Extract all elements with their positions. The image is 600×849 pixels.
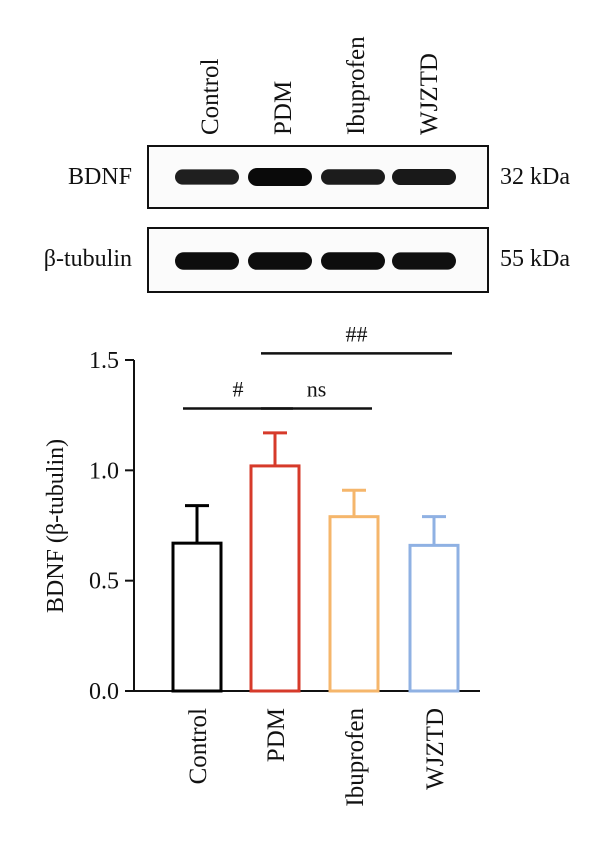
blot-band bbox=[248, 252, 312, 270]
blot-band bbox=[392, 169, 456, 185]
x-tick-label: PDM bbox=[263, 708, 290, 762]
blot-band bbox=[175, 169, 239, 185]
y-tick-label: 1.5 bbox=[89, 348, 119, 374]
x-tick-labels: Control PDM Ibuprofen WJZTD bbox=[185, 708, 449, 807]
blot-row-size: 55 kDa bbox=[500, 246, 570, 272]
blot-lane-label: Ibuprofen bbox=[343, 36, 370, 135]
blot-row-bdnf: BDNF 32 kDa bbox=[68, 145, 570, 209]
blot-row-label: BDNF bbox=[68, 164, 132, 190]
significance-label: # bbox=[233, 377, 244, 402]
blot-band-group bbox=[175, 168, 456, 186]
blot-row-tubulin: β-tubulin 55 kDa bbox=[44, 227, 570, 293]
significance-brackets: # ns ## bbox=[183, 321, 452, 410]
bars bbox=[171, 464, 460, 693]
bar-ibuprofen bbox=[328, 515, 380, 693]
bar-wjztd bbox=[408, 543, 460, 693]
blot-band bbox=[321, 169, 385, 185]
x-tick-label: WJZTD bbox=[422, 708, 449, 790]
y-tick-label: 1.0 bbox=[89, 458, 119, 484]
blot-band bbox=[175, 252, 239, 270]
bar-pdm bbox=[249, 464, 301, 693]
significance-label: ## bbox=[346, 321, 368, 346]
error-bars bbox=[185, 431, 446, 546]
blot-band bbox=[248, 168, 312, 186]
y-tick-label: 0.0 bbox=[89, 679, 119, 705]
bar-control bbox=[171, 541, 223, 693]
blot-lane-label: PDM bbox=[270, 81, 297, 135]
blot-band-group bbox=[175, 252, 456, 270]
blot-band bbox=[392, 252, 456, 270]
blot-band bbox=[321, 252, 385, 270]
y-ticks: 0.0 0.5 1.0 1.5 bbox=[89, 348, 134, 705]
blot-row-label: β-tubulin bbox=[44, 246, 132, 272]
x-tick-label: Ibuprofen bbox=[342, 708, 369, 807]
x-tick-label: Control bbox=[185, 708, 212, 784]
y-axis-label: BDNF (β-tubulin) bbox=[43, 439, 69, 613]
bar-chart: BDNF (β-tubulin) 0.0 0.5 1.0 1.5 # ns ## Cont… bbox=[43, 321, 480, 807]
blot-row-size: 32 kDa bbox=[500, 164, 570, 190]
blot-lane-label: WJZTD bbox=[416, 53, 443, 135]
significance-label: ns bbox=[307, 377, 327, 402]
y-tick-label: 0.5 bbox=[89, 569, 119, 595]
blot-lane-headers: Control PDM Ibuprofen WJZTD bbox=[197, 36, 443, 135]
blot-lane-label: Control bbox=[197, 59, 224, 135]
